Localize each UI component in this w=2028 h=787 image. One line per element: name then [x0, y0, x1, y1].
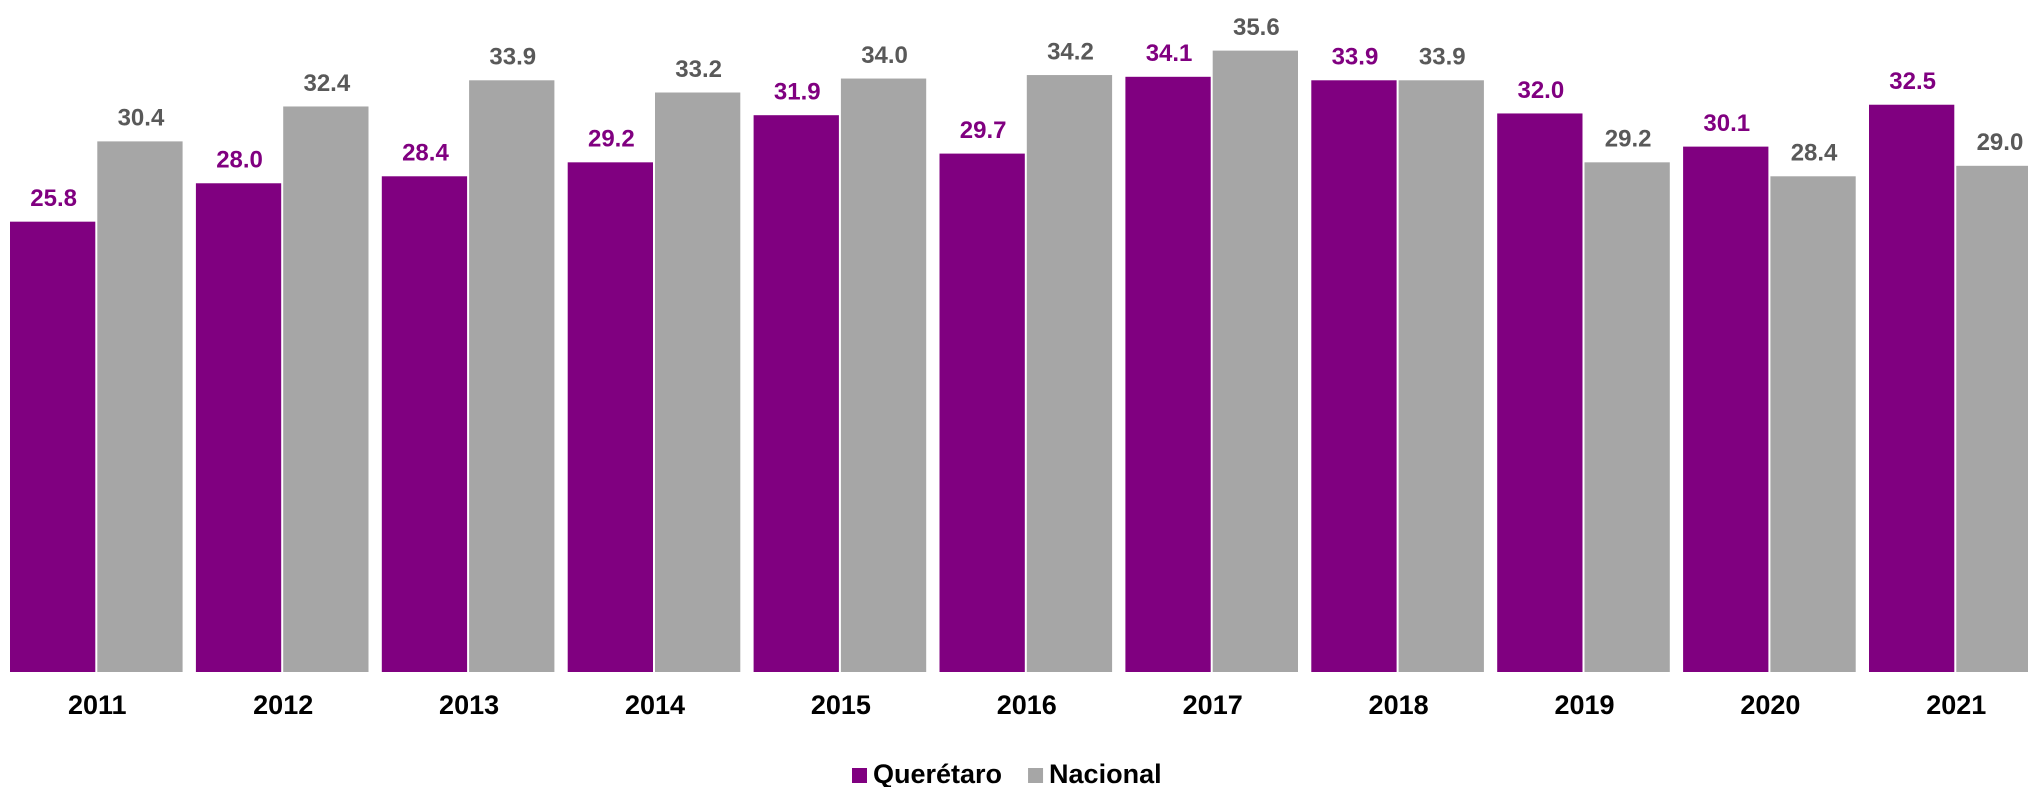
- x-tick-label: 2014: [625, 690, 685, 720]
- data-label: 30.4: [118, 105, 165, 132]
- data-label: 32.5: [1889, 68, 1936, 95]
- data-label: 33.2: [675, 56, 722, 83]
- bar: [1497, 113, 1583, 673]
- bar: [10, 221, 96, 672]
- bar: [655, 92, 741, 672]
- bar: [1869, 104, 1955, 672]
- bar: [1956, 165, 2028, 672]
- bar: [283, 106, 369, 673]
- bar: [1584, 162, 1670, 672]
- bar: [1311, 80, 1397, 673]
- legend-swatch: [1028, 768, 1044, 783]
- x-tick-label: 2015: [811, 690, 871, 720]
- x-tick-label: 2016: [997, 690, 1057, 720]
- data-label: 32.0: [1517, 77, 1564, 104]
- data-label: 34.0: [861, 42, 908, 69]
- bar: [1026, 75, 1113, 672]
- data-label: 31.9: [774, 79, 821, 106]
- data-label: 29.2: [588, 126, 635, 153]
- legend-swatch: [852, 768, 867, 783]
- bar: [1398, 80, 1484, 673]
- x-tick-label: 2012: [253, 690, 313, 720]
- data-label: 29.0: [1977, 129, 2024, 156]
- data-label: 29.7: [960, 117, 1007, 144]
- bar: [381, 176, 468, 673]
- x-tick-label: 2018: [1369, 690, 1429, 720]
- data-label: 35.6: [1233, 14, 1280, 41]
- data-label: 32.4: [303, 70, 350, 97]
- bar: [840, 78, 927, 672]
- data-label: 33.9: [1332, 44, 1379, 71]
- bar: [939, 153, 1025, 673]
- bar: [753, 115, 839, 672]
- legend-label: Querétaro: [873, 759, 1002, 787]
- x-tick-label: 2021: [1926, 690, 1986, 720]
- bar: [1212, 50, 1298, 673]
- data-label: 33.9: [1419, 44, 1466, 71]
- data-label: 28.0: [216, 147, 263, 174]
- x-tick-label: 2011: [68, 690, 127, 720]
- data-label: 30.1: [1703, 110, 1750, 137]
- data-label: 34.2: [1047, 38, 1094, 65]
- x-tick-label: 2017: [1183, 690, 1243, 720]
- bar: [1683, 146, 1769, 673]
- x-tick-label: 2020: [1740, 690, 1800, 720]
- data-label: 29.2: [1605, 126, 1652, 153]
- legend-label: Nacional: [1049, 759, 1162, 787]
- bar: [567, 162, 653, 672]
- bar: [97, 141, 183, 672]
- bar: [469, 80, 555, 673]
- bar: [1770, 176, 1856, 673]
- bar: [195, 183, 282, 673]
- x-tick-label: 2013: [439, 690, 499, 720]
- x-tick-label: 2019: [1554, 690, 1614, 720]
- data-label: 34.1: [1146, 40, 1193, 67]
- bar: [1125, 76, 1211, 673]
- data-label: 25.8: [30, 185, 77, 212]
- data-label: 28.4: [402, 140, 449, 167]
- data-label: 28.4: [1791, 140, 1838, 167]
- data-label: 33.9: [489, 44, 536, 71]
